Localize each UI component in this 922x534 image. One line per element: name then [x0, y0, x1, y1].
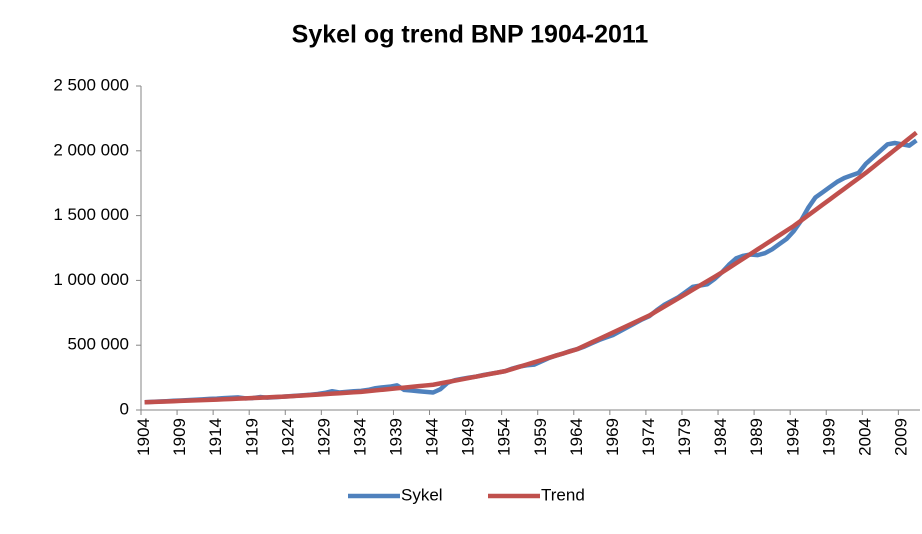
y-tick-label: 2 000 000: [53, 140, 129, 159]
x-tick-label: 1934: [350, 418, 369, 456]
x-tick-label: 2004: [855, 418, 874, 456]
y-tick-label: 0: [120, 399, 129, 418]
y-tick-label: 1 000 000: [53, 270, 129, 289]
legend-label: Sykel: [401, 485, 443, 504]
x-tick-label: 1969: [603, 418, 622, 456]
x-tick-label: 1994: [783, 418, 802, 456]
x-tick-label: 1914: [206, 418, 225, 456]
x-tick-label: 1949: [459, 418, 478, 456]
x-tick-label: 1984: [711, 418, 730, 456]
x-tick-label: 1939: [387, 418, 406, 456]
x-tick-label: 1929: [314, 418, 333, 456]
x-tick-label: 1974: [639, 418, 658, 456]
x-tick-label: 2009: [891, 418, 910, 456]
x-tick-label: 1964: [567, 418, 586, 456]
chart-title: Sykel og trend BNP 1904-2011: [292, 21, 649, 49]
y-tick-label: 500 000: [68, 335, 129, 354]
x-tick-label: 1924: [278, 418, 297, 456]
x-tick-label: 1944: [423, 418, 442, 456]
x-tick-label: 1979: [675, 418, 694, 456]
legend-label: Trend: [541, 485, 585, 504]
x-tick-label: 1989: [747, 418, 766, 456]
y-tick-label: 1 500 000: [53, 205, 129, 224]
x-tick-label: 1959: [531, 418, 550, 456]
x-tick-label: 1904: [134, 418, 153, 456]
series-line: [144, 130, 918, 405]
x-tick-label: 1909: [170, 418, 189, 456]
x-tick-label: 1919: [242, 418, 261, 456]
x-tick-label: 1954: [495, 418, 514, 456]
y-tick-label: 2 500 000: [53, 75, 129, 94]
x-tick-label: 1999: [819, 418, 838, 456]
